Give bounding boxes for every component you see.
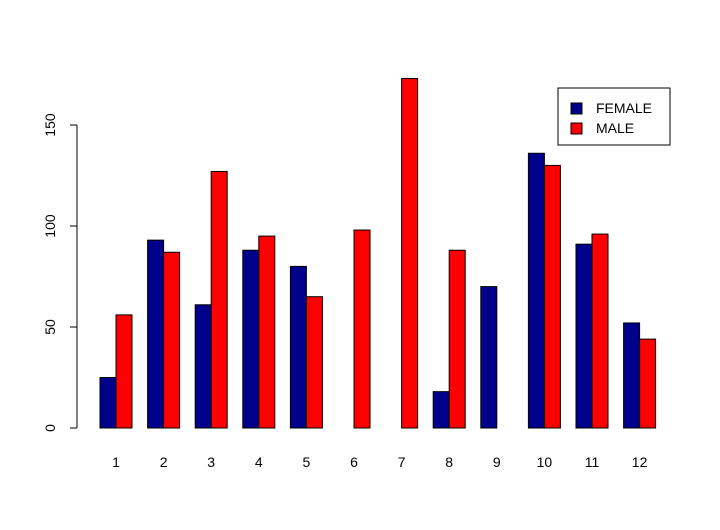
bar-female-3 xyxy=(194,304,212,429)
bar-female-2 xyxy=(147,239,165,429)
bar-male-3 xyxy=(210,170,228,429)
x-tick-label: 6 xyxy=(350,454,358,470)
bars xyxy=(99,78,657,429)
x-tick-label: 9 xyxy=(493,454,501,470)
bar-female-4 xyxy=(242,249,260,429)
y-tick-label: 50 xyxy=(42,319,58,335)
bar-female-8 xyxy=(432,391,450,429)
x-tick-label: 5 xyxy=(303,454,311,470)
bar-female-1 xyxy=(99,377,117,429)
bar-male-8 xyxy=(448,249,466,429)
bar-male-11 xyxy=(591,233,609,429)
bar-female-12 xyxy=(623,322,641,429)
x-tick-label: 2 xyxy=(160,454,168,470)
bar-female-9 xyxy=(480,286,498,429)
x-tick-label: 11 xyxy=(585,454,600,470)
legend-label-male: MALE xyxy=(596,120,634,136)
bar-male-2 xyxy=(163,251,181,429)
x-tick-label: 4 xyxy=(255,454,263,470)
bar-female-11 xyxy=(575,243,593,429)
legend: FEMALE MALE xyxy=(557,87,671,146)
legend-box xyxy=(557,87,671,146)
x-axis-labels: 1 2 3 4 5 6 7 8 9 10 11 12 xyxy=(112,454,647,470)
y-tick-label: 0 xyxy=(42,424,58,432)
bar-male-7 xyxy=(401,78,419,429)
y-tick-label: 100 xyxy=(42,214,58,238)
x-tick-label: 3 xyxy=(207,454,215,470)
bar-male-12 xyxy=(639,338,657,429)
x-tick-label: 8 xyxy=(445,454,453,470)
x-tick-label: 12 xyxy=(632,454,648,470)
bar-male-10 xyxy=(543,164,561,429)
bar-female-10 xyxy=(527,152,545,429)
bar-male-1 xyxy=(115,314,133,429)
bar-male-4 xyxy=(258,235,276,429)
x-tick-label: 7 xyxy=(398,454,406,470)
bar-female-5 xyxy=(289,265,307,429)
x-tick-label: 1 xyxy=(112,454,120,470)
y-tick-label: 150 xyxy=(42,113,58,137)
legend-swatch-female xyxy=(570,102,583,115)
bar-male-6 xyxy=(353,229,371,429)
y-axis: 0 50 100 150 xyxy=(42,113,78,432)
legend-label-female: FEMALE xyxy=(596,100,652,116)
x-tick-label: 10 xyxy=(537,454,553,470)
bar-male-5 xyxy=(305,296,323,429)
legend-swatch-male xyxy=(570,122,583,135)
